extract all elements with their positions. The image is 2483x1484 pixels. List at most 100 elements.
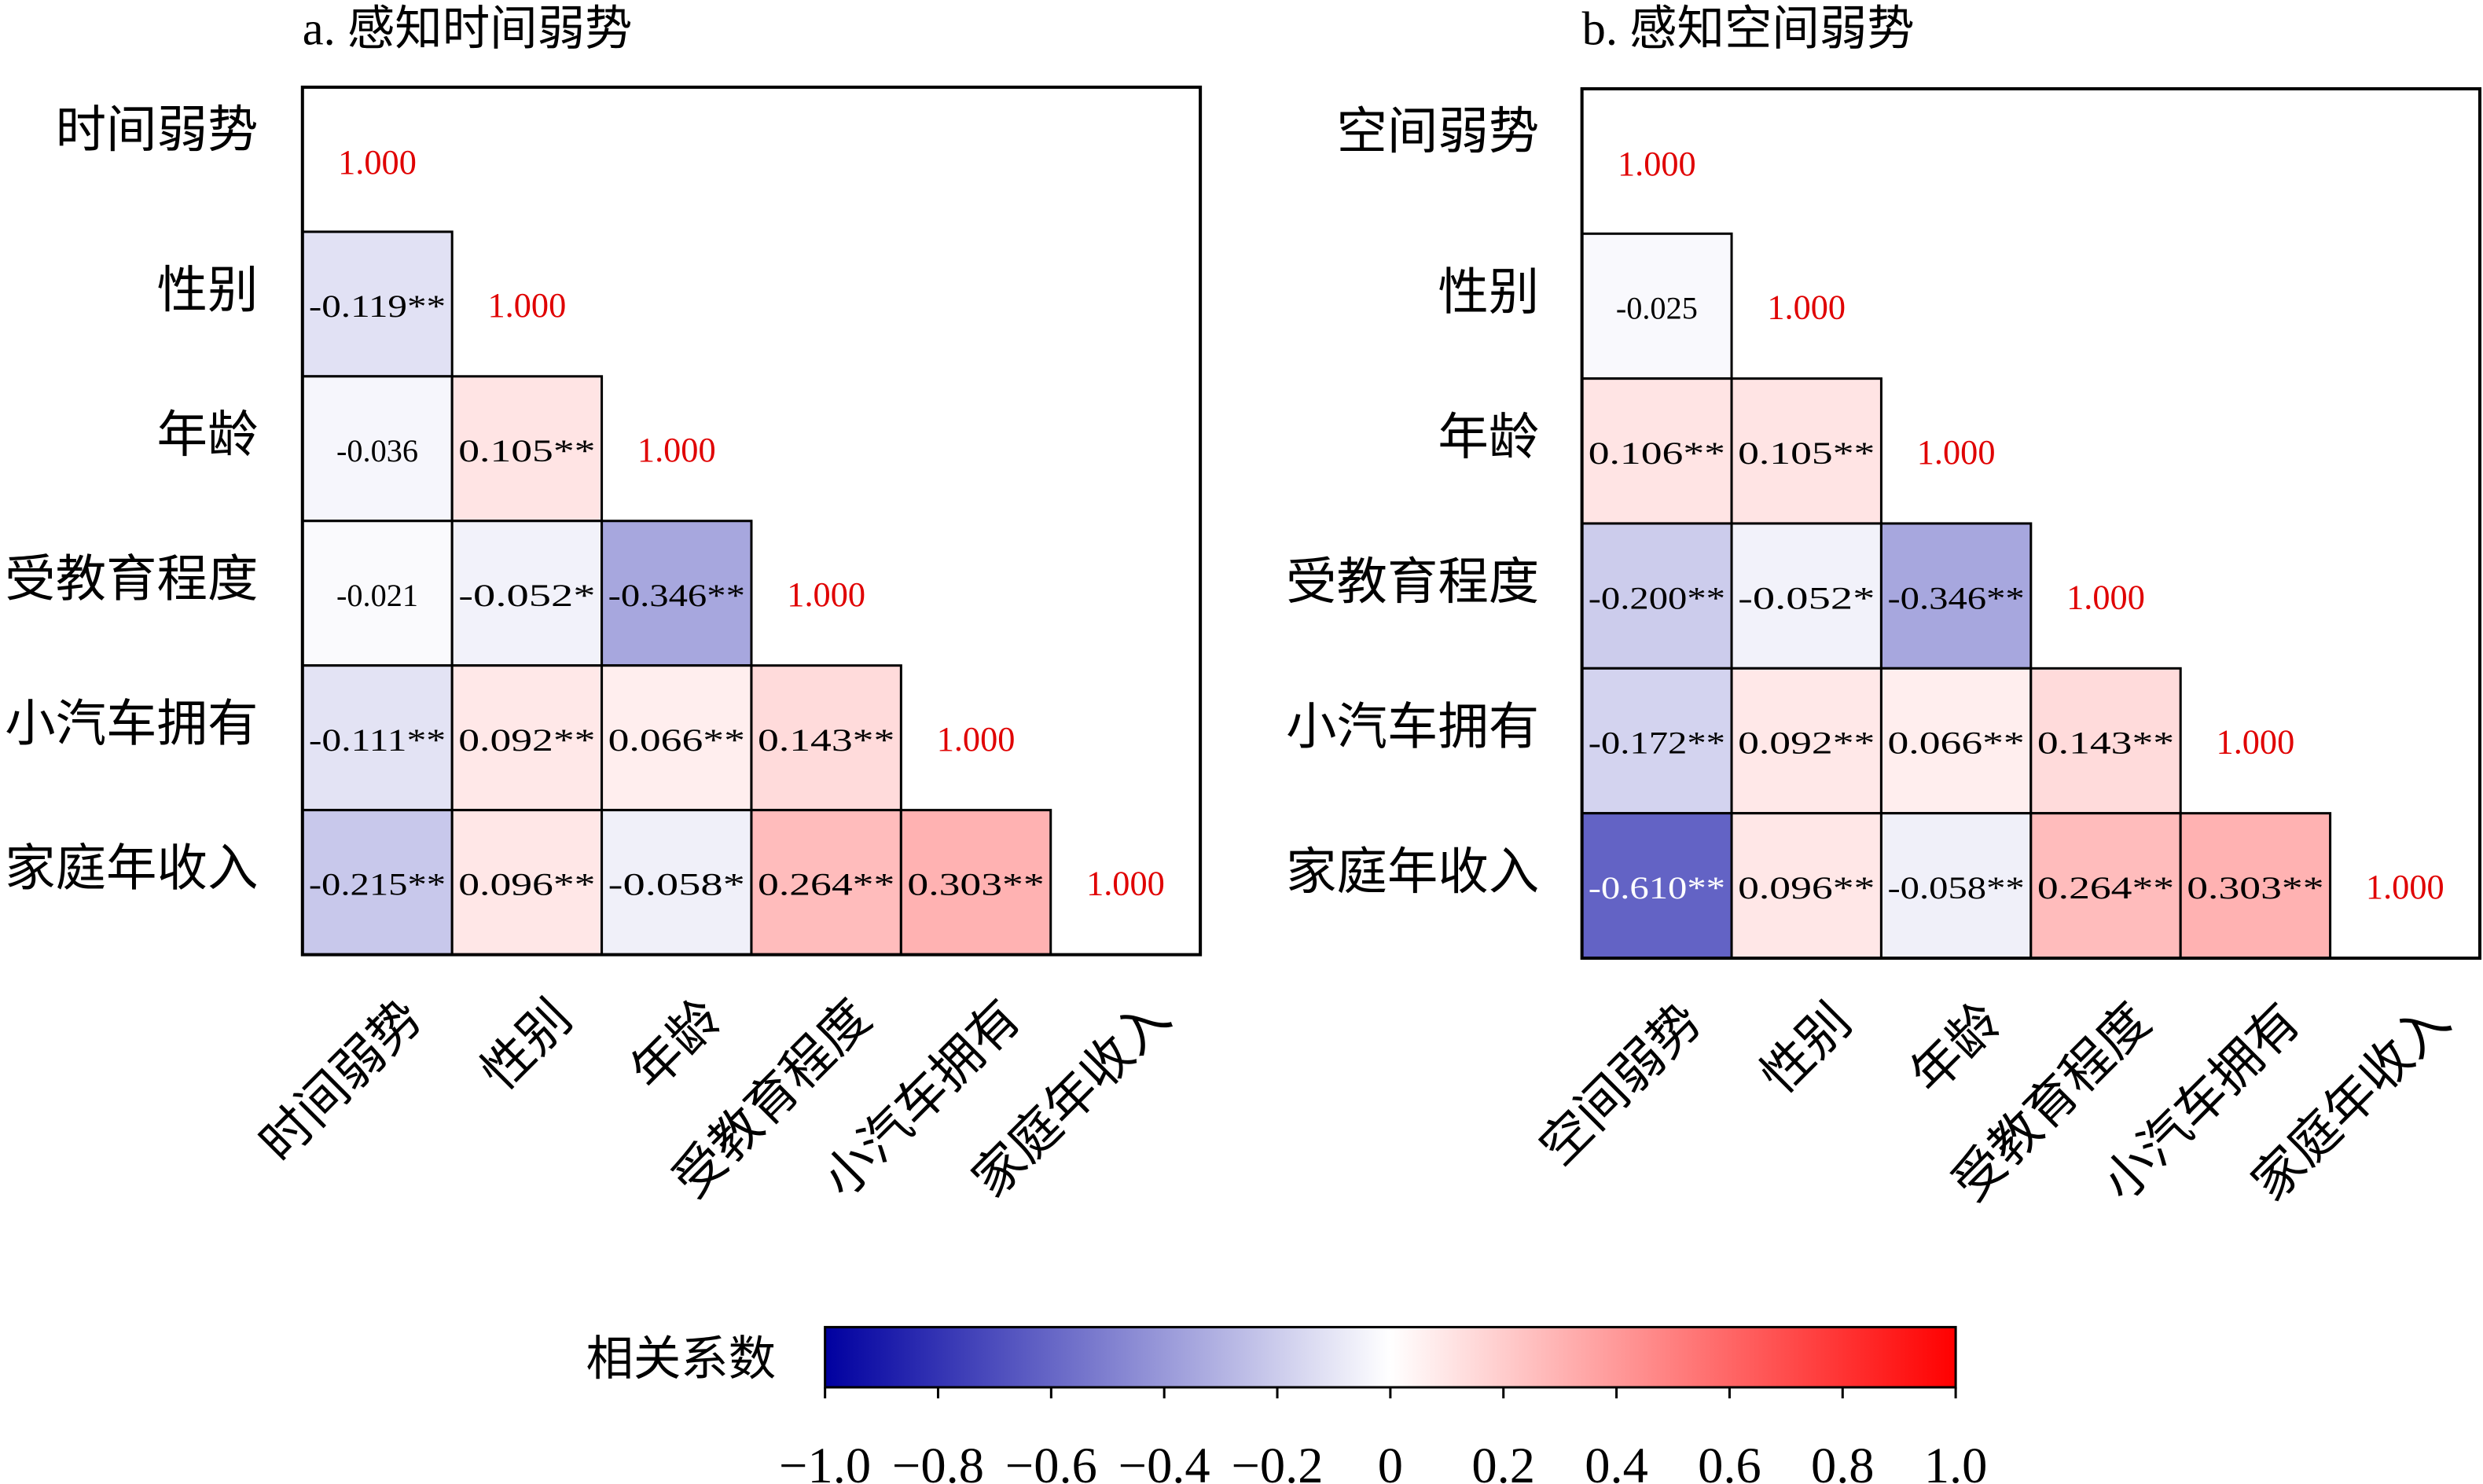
cell-value-label: -0.058** (1887, 870, 2024, 905)
cell-value-label: 0.143** (2037, 725, 2174, 761)
row-label: 受教育程度 (1286, 554, 1539, 610)
cell-value-label: -0.021 (336, 578, 418, 613)
diagonal-label: 1.000 (2066, 578, 2145, 616)
diagonal-label: 1.000 (338, 143, 417, 182)
colorbar-tick-label: −0.6 (1005, 1438, 1097, 1484)
colorbar-tick-label: 0.4 (1585, 1438, 1648, 1484)
heatmap-cell (750, 809, 902, 957)
row-label: 性别 (1438, 264, 1539, 320)
colorbar-tick-label: −1.0 (779, 1438, 871, 1484)
diagonal-label: 1.000 (1618, 145, 1696, 183)
panel-title: b. 感知空间弱势 (1582, 3, 1915, 56)
diagonal-label: 1.000 (937, 720, 1016, 759)
heatmap-cell (2029, 812, 2182, 960)
diagonal-label: 1.000 (2217, 723, 2295, 762)
row-label: 家庭年收入 (1286, 844, 1539, 900)
row-label: 空间弱势 (1336, 104, 1539, 160)
cell-value-label: 0.096** (1738, 870, 1875, 905)
panel-b-space-disadvantage: b. 感知空间弱势 1.000 -0.025 1.000 0.106** 0.105** 1… (1286, 3, 2481, 1211)
row-label: 小汽车拥有 (5, 696, 258, 752)
row-label: 年龄 (156, 407, 258, 463)
diagonal-label: 1.000 (2366, 868, 2444, 906)
colorbar-legend: 相关系数 −1.0 −0.8 −0.6 −0.4 −0.2 0 0.2 0.4 0.6 0.8 1.… (586, 1325, 1987, 1484)
column-label: 时间弱势 (250, 990, 433, 1173)
heatmap-cell (1730, 522, 1882, 670)
cell-value-label: -0.610** (1589, 870, 1725, 905)
diagonal-label: 1.000 (1767, 288, 1846, 327)
column-label: 空间弱势 (1530, 993, 1713, 1176)
row-label: 家庭年收入 (5, 841, 258, 897)
panel-frame (1580, 86, 2481, 961)
heatmap-cell (2029, 667, 2182, 815)
cell-value-label: 0.264** (2037, 870, 2174, 905)
colorbar-ticks: −1.0 −0.8 −0.6 −0.4 −0.2 0 0.2 0.4 0.6 0.8 1.0 (779, 1387, 1987, 1484)
heatmap-cell (301, 375, 454, 523)
column-label: 性别 (471, 990, 582, 1100)
cell-value-label: 0.092** (1738, 725, 1875, 761)
heatmap-cell (1581, 377, 1733, 525)
colorbar-tick-label: 0 (1378, 1438, 1403, 1484)
heatmap-cell (450, 664, 604, 812)
cell-value-label: 0.106** (1589, 435, 1725, 471)
diagonal-label: 1.000 (637, 431, 716, 469)
heatmap-cell (750, 664, 902, 812)
colorbar-tick-label: −0.4 (1118, 1438, 1210, 1484)
row-label: 时间弱势 (56, 102, 259, 158)
row-label: 年龄 (1438, 410, 1539, 465)
cell-value-label: -0.346** (1887, 580, 2024, 615)
heatmap-cell (301, 230, 454, 378)
column-label: 年龄 (1901, 993, 2011, 1104)
cell-value-label: -0.025 (1616, 291, 1698, 326)
diagonal-label: 1.000 (488, 286, 567, 325)
colorbar-tick-label: −0.2 (1232, 1438, 1324, 1484)
column-label: 年龄 (621, 990, 732, 1100)
cell-value-label: -0.172** (1589, 725, 1725, 761)
cell-value-label: -0.346** (608, 578, 745, 613)
cell-value-label: 0.303** (907, 867, 1044, 902)
cell-value-label: -0.052* (1738, 580, 1875, 615)
heatmap-cell (2179, 812, 2332, 960)
row-label: 性别 (156, 263, 258, 318)
panel-frame (300, 85, 1203, 957)
heatmap-cell (1730, 667, 1882, 815)
cell-value-label: -0.119** (309, 288, 446, 324)
panel-title: a. 感知时间弱势 (303, 3, 633, 56)
heatmap-cell (601, 520, 753, 667)
diagonal-label: 1.000 (1086, 865, 1165, 903)
cell-value-label: 0.143** (758, 722, 894, 758)
cell-value-label: 0.303** (2187, 870, 2323, 905)
heatmap-cell (1879, 522, 2033, 670)
cell-value-label: 0.105** (458, 433, 595, 468)
row-label: 小汽车拥有 (1286, 700, 1539, 755)
colorbar-tick-label: 0.2 (1471, 1438, 1535, 1484)
colorbar-tick-label: 0.6 (1698, 1438, 1761, 1484)
diagonal-label: 1.000 (787, 575, 865, 614)
cell-value-label: 0.105** (1738, 435, 1875, 471)
cell-value-label: 0.092** (458, 722, 595, 758)
colorbar-gradient (824, 1325, 1957, 1389)
cell-value-label: -0.215** (309, 867, 446, 902)
colorbar-tick-label: −0.8 (892, 1438, 984, 1484)
column-label: 性别 (1750, 993, 1861, 1104)
colorbar-label: 相关系数 (586, 1333, 776, 1386)
cell-value-label: 0.096** (458, 867, 595, 902)
heatmap-cell (1581, 812, 1733, 960)
colorbar-tick-label: 1.0 (1924, 1438, 1988, 1484)
heatmap-cell (1730, 812, 1882, 960)
colorbar-tick-label: 0.8 (1811, 1438, 1875, 1484)
panel-a-time-disadvantage: a. 感知时间弱势 1.000 -0.119** 1.000 -0.036 0.105**… (5, 3, 1203, 1208)
heatmap-cell (1730, 377, 1882, 525)
cell-value-label: 0.066** (1887, 725, 2024, 761)
heatmap-cell (450, 375, 604, 523)
cell-value-label: -0.058* (608, 867, 745, 902)
cell-value-label: -0.200** (1589, 580, 1725, 615)
heatmap-cell (1581, 232, 1733, 380)
heatmap-cell (450, 809, 604, 957)
cell-value-label: -0.052* (458, 578, 595, 613)
cell-value-label: 0.264** (758, 867, 894, 902)
row-label: 受教育程度 (5, 552, 258, 608)
cell-value-label: 0.066** (608, 722, 745, 758)
cell-value-label: -0.111** (309, 722, 446, 758)
diagonal-label: 1.000 (1917, 433, 1996, 472)
